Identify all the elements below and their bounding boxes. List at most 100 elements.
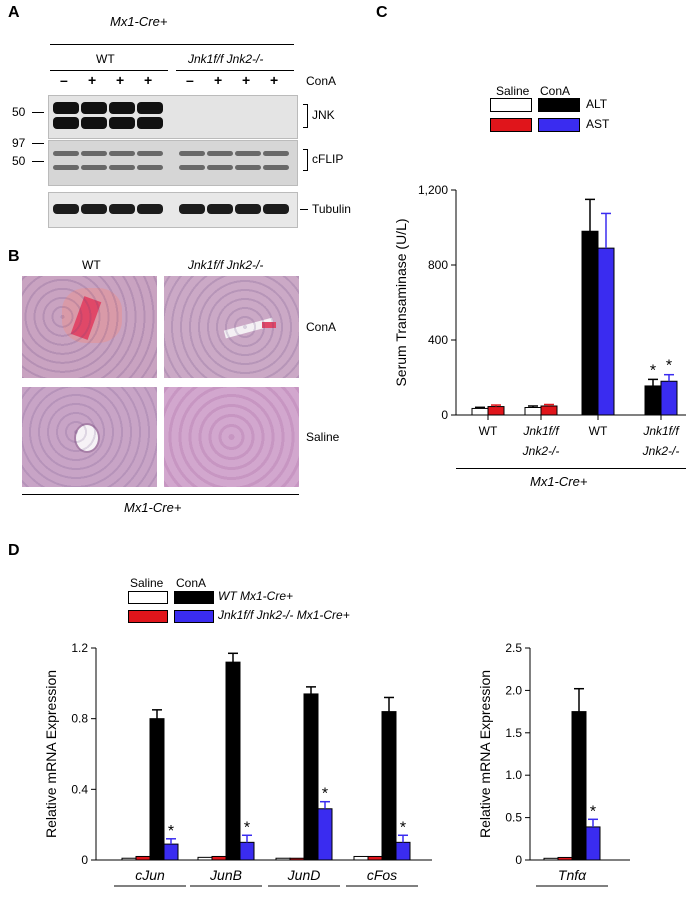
panel-c-letter: C [376, 4, 388, 21]
cflip-blot [48, 140, 298, 186]
category-label: JunB [209, 867, 242, 883]
blot-band [263, 165, 289, 170]
panel-a-treatment-label: ConA [306, 74, 337, 88]
y-tick-label: 0 [81, 853, 88, 867]
marker-tick [32, 161, 44, 162]
legend-d-cona-wt-swatch [174, 591, 214, 604]
treatment-sign: – [60, 72, 68, 88]
treatment-sign: + [88, 72, 97, 88]
marker-50-cflip: 50 [12, 154, 26, 168]
blot-band [109, 165, 135, 170]
bar-3 [239, 841, 255, 861]
blot-band [235, 151, 261, 156]
bar-0 [543, 857, 559, 861]
blot-band [179, 151, 205, 156]
category-label: JunD [287, 867, 321, 883]
blot-band [263, 151, 289, 156]
significance-marker: * [650, 362, 656, 379]
tubulin-label: Tubulin [312, 202, 351, 216]
blot-band [207, 165, 233, 170]
bar-0 [275, 857, 291, 861]
panel-b-row-saline: Saline [306, 430, 340, 444]
tubulin-tick [300, 209, 308, 210]
legend-c-alt: ALT [586, 97, 608, 111]
blot-band [179, 204, 205, 214]
blot-band [137, 151, 163, 156]
treatment-sign: + [116, 72, 125, 88]
bar-alt [471, 407, 489, 416]
blot-band [53, 117, 79, 129]
bar-2 [571, 711, 587, 861]
y-tick-label: 0.5 [505, 811, 522, 825]
panel-a-header-line [50, 44, 294, 45]
y-tick-label: 2.5 [505, 641, 522, 655]
blot-band [137, 204, 163, 214]
treatment-sign: + [214, 72, 223, 88]
bar-1 [289, 857, 305, 861]
panel-a-ko-label: Jnk1f/f Jnk2-/- [188, 52, 264, 66]
bar-2 [381, 711, 397, 861]
legend-d-saline-ko-swatch [128, 610, 168, 623]
panel-a-genotype-header: Mx1-Cre+ [110, 14, 168, 29]
bar-1 [135, 855, 151, 861]
panel-b-footer: Mx1-Cre+ [124, 500, 182, 515]
histology-wt-saline [22, 387, 157, 487]
blot-band [263, 204, 289, 214]
bar-2 [303, 693, 319, 861]
treatment-sign: + [144, 72, 153, 88]
panel-a-wt-line [50, 70, 168, 71]
y-tick-label: 1,200 [418, 183, 448, 197]
bar-0 [353, 855, 369, 861]
blot-band [109, 151, 135, 156]
panel-b-col-wt: WT [82, 258, 101, 272]
jnk-label: JNK [312, 108, 335, 122]
legend-d-cona: ConA [176, 576, 207, 590]
panel-b-row-cona: ConA [306, 320, 337, 334]
blot-band [137, 117, 163, 129]
histology-ko-saline [164, 387, 299, 487]
blot-band [109, 117, 135, 129]
significance-marker: * [322, 786, 328, 803]
cflip-label: cFLIP [312, 152, 344, 166]
panel-c-footer: Mx1-Cre+ [530, 474, 588, 489]
histology-wt-cona [22, 276, 157, 378]
y-tick-label: 0.8 [71, 712, 88, 726]
jnk-bracket [303, 104, 308, 128]
legend-d-ko: Jnk1f/f Jnk2-/- Mx1-Cre+ [218, 608, 350, 622]
y-tick-label: 0 [515, 853, 522, 867]
jnk-blot [48, 95, 298, 139]
bar-ast [660, 380, 678, 416]
treatment-sign: + [270, 72, 279, 88]
bar-alt [524, 407, 542, 416]
y-tick-label: 1.0 [505, 768, 522, 782]
y-tick-label: 1.5 [505, 726, 522, 740]
legend-c-cona-ast-swatch [538, 118, 580, 132]
x-tick-label: Jnk1f/f [642, 424, 680, 438]
blot-band [53, 151, 79, 156]
legend-c-saline: Saline [496, 84, 530, 98]
bar-1 [367, 855, 383, 861]
y-axis-label: Serum Transaminase (U/L) [393, 218, 409, 386]
legend-d-cona-ko-swatch [174, 610, 214, 623]
significance-marker: * [400, 819, 406, 836]
y-tick-label: 400 [428, 333, 448, 347]
panel-a-letter: A [8, 4, 20, 21]
marker-tick [32, 143, 44, 144]
blot-band [207, 204, 233, 214]
panel-b-letter: B [8, 248, 20, 265]
legend-c-cona: ConA [540, 84, 571, 98]
blot-band [81, 165, 107, 170]
bar-2 [149, 718, 165, 861]
treatment-sign: + [242, 72, 251, 88]
blot-band [137, 102, 163, 114]
x-tick-label: Jnk2-/- [522, 444, 560, 458]
bar-3 [317, 808, 333, 861]
bar-alt [581, 230, 599, 416]
chart-c: 0 400 800 1,200 Serum Transaminase (U/L) WT Jn… [393, 183, 686, 458]
significance-marker: * [168, 823, 174, 840]
cflip-bracket [303, 149, 308, 171]
chart-d1: 0 0.4 0.8 1.2 Relative mRNA Expression * cJun *… [43, 641, 432, 887]
significance-marker: * [666, 358, 672, 375]
bar-0 [121, 857, 137, 861]
category-label: cFos [367, 867, 397, 883]
